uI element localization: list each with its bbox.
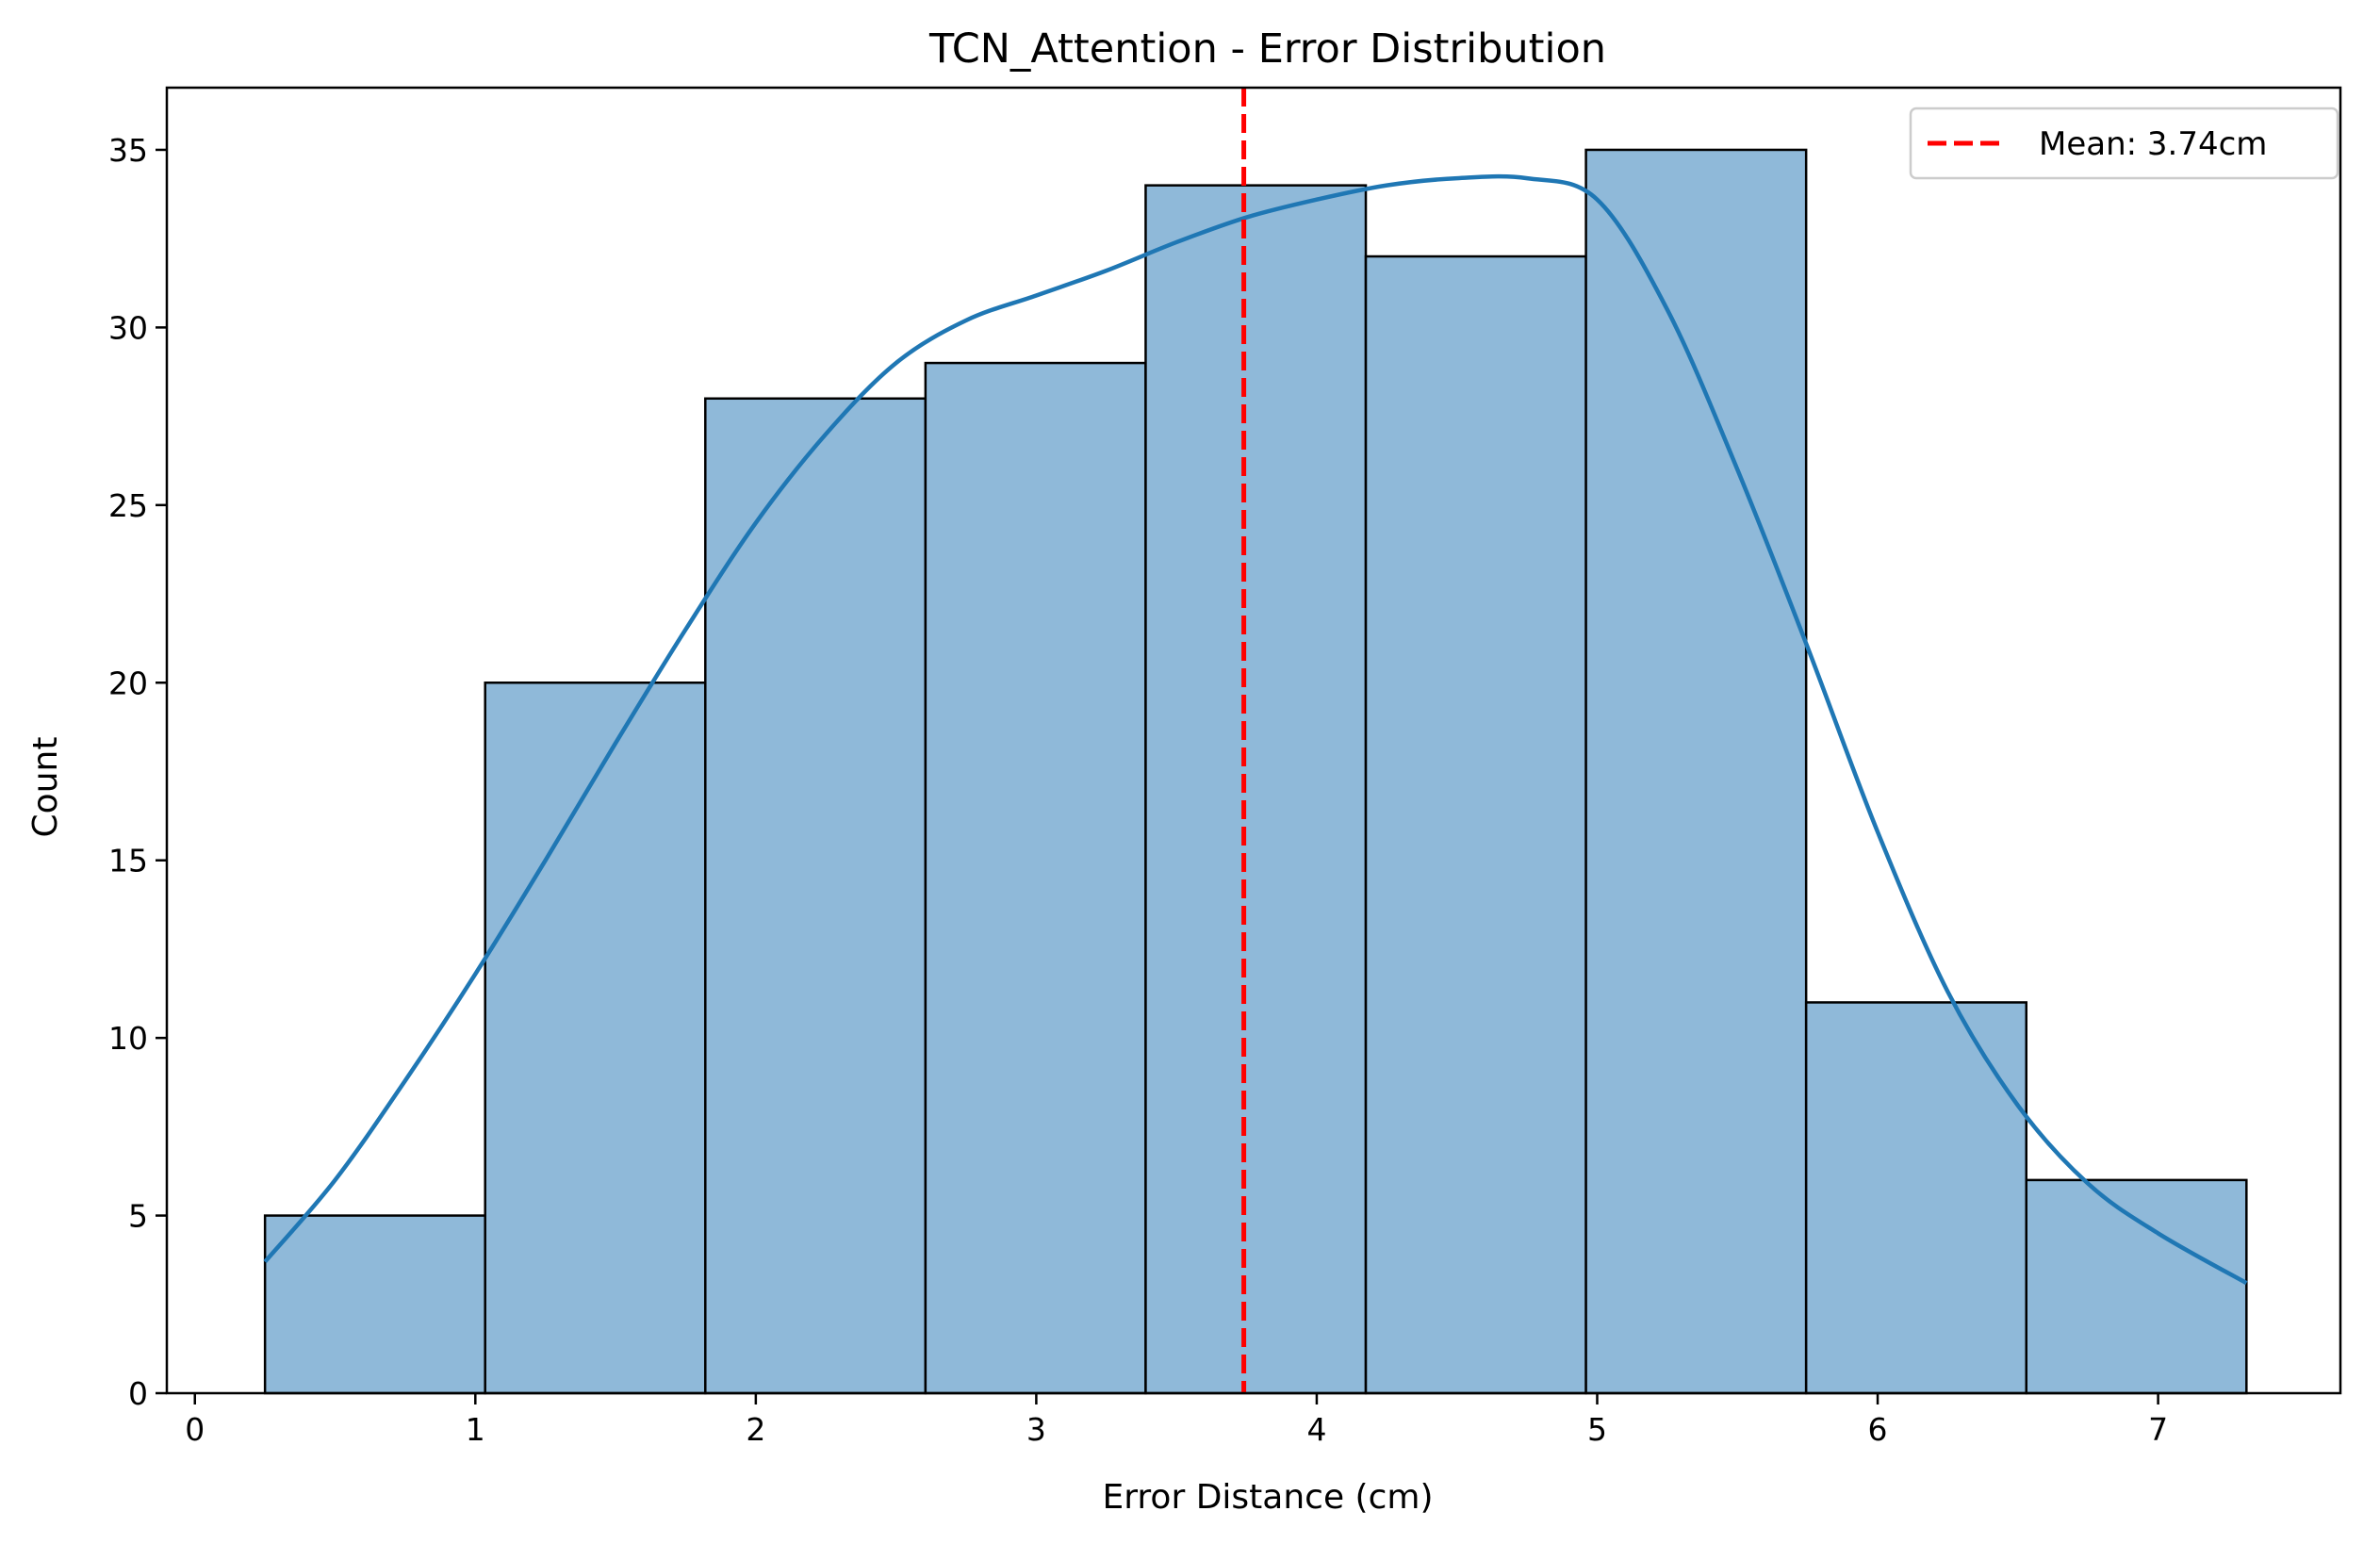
y-tick-label: 25 [108,487,148,524]
y-tick-label: 35 [108,132,148,169]
histogram-bar [924,361,1147,1395]
x-tick-label: 5 [1587,1411,1607,1448]
x-tick-label: 7 [2148,1411,2168,1448]
histogram-bar [1584,148,1808,1395]
y-axis-ticks: 0 5 10 15 20 25 30 35 [108,132,167,1412]
histogram-bar [484,682,707,1395]
chart-title: TCN_Attention - Error Distribution [928,25,1606,73]
y-axis-label: Count [26,737,65,838]
y-tick-label: 5 [128,1198,148,1235]
x-tick-label: 6 [1868,1411,1888,1448]
histogram-bars [263,148,2248,1395]
y-tick-label: 10 [108,1020,148,1057]
kde-curve [263,173,2248,1286]
histogram-bar [1144,184,1368,1395]
x-tick-label: 0 [185,1411,205,1448]
histogram-bar [1804,1001,2027,1395]
histogram-bar [1364,255,1587,1395]
y-tick-label: 20 [108,665,148,701]
y-tick-label: 30 [108,309,148,346]
histogram-bar [704,397,927,1395]
legend-mean-label: Mean: 3.74cm [2039,125,2267,163]
y-tick-label: 15 [108,843,148,879]
x-tick-label: 4 [1306,1411,1326,1448]
legend-box [1909,107,2339,180]
plot-frame [165,86,2342,1395]
x-tick-label: 1 [466,1411,485,1448]
x-axis-ticks: 0 1 2 3 4 5 6 7 [185,1393,2168,1448]
y-tick-label: 0 [128,1375,148,1412]
x-axis-label: Error Distance (cm) [1103,1478,1434,1517]
x-tick-label: 3 [1026,1411,1046,1448]
x-tick-label: 2 [746,1411,765,1448]
histogram-bar [263,1214,486,1395]
histogram-bar [2025,1178,2248,1395]
legend: Mean: 3.74cm [1909,107,2339,180]
